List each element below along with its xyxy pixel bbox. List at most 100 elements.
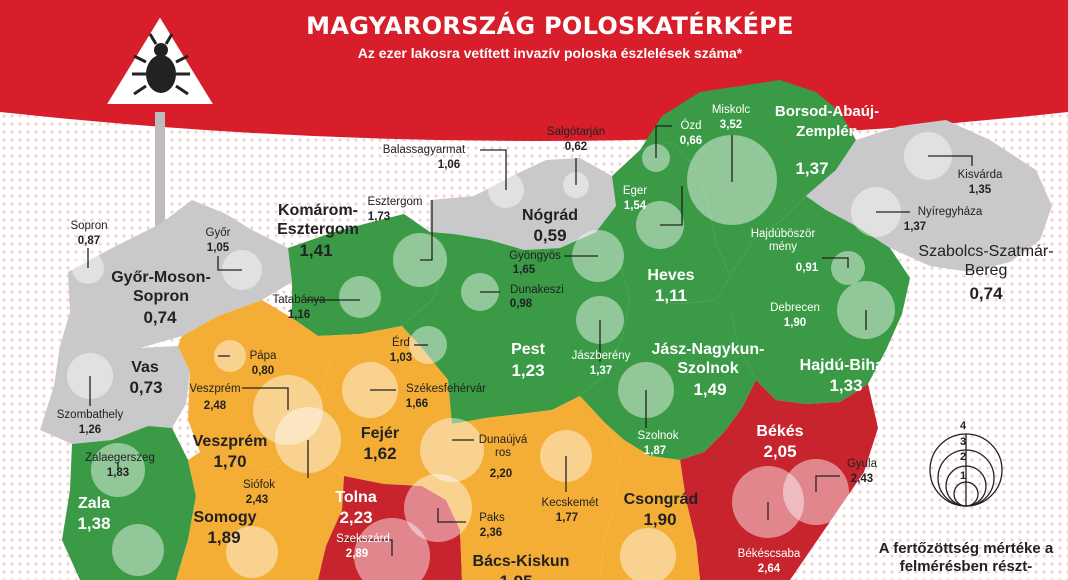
town-value-sopron: 0,87: [77, 235, 101, 247]
town-value-eger: 1,54: [623, 200, 647, 212]
county-heves: [596, 142, 730, 304]
town-name-hajduboszormeny: Hajdúböszörmény: [750, 228, 816, 253]
town-name-esztergom: Esztergom: [367, 196, 423, 208]
county-value-tolna: 2,23: [339, 508, 373, 527]
town-name-tatabanya: Tatabánya: [272, 294, 326, 306]
county-komarom-esztergom: [288, 214, 446, 336]
county-bekes: [680, 380, 878, 580]
county-name-pest: Pest: [511, 341, 545, 358]
bug-icon: [132, 33, 190, 96]
town-name-papa: Pápa: [249, 350, 277, 362]
county-name-nograd: Nógrád: [522, 207, 578, 224]
county-value-csongrad: 1,90: [643, 510, 677, 529]
county-name-jasz: Jász-Nagykun-Szolnok: [651, 341, 765, 377]
page-title: MAGYARORSZÁG POLOSKATÉRKÉPE: [306, 12, 794, 40]
county-veszprem: [178, 300, 330, 470]
legend-label-2: 2: [960, 451, 967, 463]
county-value-veszprem: 1,70: [213, 452, 247, 471]
town-value-jaszbereny: 1,37: [589, 365, 613, 377]
town-name-jaszbereny: Jászberény: [571, 350, 631, 362]
town-value-gyula: 2,43: [850, 473, 874, 485]
county-value-somogy: 1,89: [207, 528, 241, 547]
town-name-salgotarjan: Salgótarján: [546, 126, 606, 138]
town-name-kecskemet: Kecskemét: [541, 497, 599, 509]
county-name-szabolcs: Szabolcs-Szatmár-Bereg: [918, 243, 1054, 279]
county-value-bacs: 1,95: [486, 572, 546, 580]
town-value-paks: 2,36: [479, 527, 503, 539]
county-name-gyor: Győr-Moson-Sopron: [111, 269, 211, 305]
town-name-nyiregyhaza: Nyíregyháza: [917, 206, 983, 218]
circle-dunaujvaros: [420, 418, 484, 482]
town-value-miskolc: 3,52: [719, 119, 743, 131]
town-value-salgotarjan: 0,62: [564, 141, 588, 153]
town-value-szekesfehervar: 1,66: [405, 398, 429, 410]
legend-size-scale: [929, 433, 1003, 507]
town-value-gyongyos: 1,65: [512, 264, 536, 276]
town-value-bekescsaba: 2,64: [757, 563, 781, 575]
county-csongrad: [600, 424, 700, 580]
legend-note: A fertőzöttség mértéke a felmérésben rés…: [878, 540, 1054, 575]
county-name-somogy: Somogy: [193, 509, 257, 526]
county-jasz-nagykun-szolnok: [580, 276, 756, 460]
county-value-bekes: 2,05: [763, 442, 797, 461]
town-value-szolnok: 1,87: [643, 445, 667, 457]
town-name-gyula: Gyula: [846, 458, 878, 470]
county-value-jasz: 1,49: [693, 380, 727, 399]
county-name-csongrad: Csongrád: [623, 491, 699, 508]
county-name-borsod: Borsod-Abaúj-Zemplén: [774, 103, 880, 140]
town-name-miskolc: Miskolc: [711, 104, 751, 116]
county-name-tolna: Tolna: [335, 489, 377, 506]
county-name-bekes: Békés: [756, 423, 804, 440]
town-name-kisvarda: Kisvárda: [957, 169, 1003, 181]
county-shapes: [40, 80, 1052, 580]
county-value-fejer: 1,62: [363, 444, 397, 463]
page-subtitle: Az ezer lakosra vetített invazív poloska…: [357, 45, 743, 61]
town-value-esztergom: 1,73: [367, 211, 391, 223]
county-name-heves: Heves: [647, 267, 695, 284]
town-name-dunakeszi: Dunakeszi: [510, 284, 564, 296]
town-name-balassagyarmat: Balassagyarmat: [382, 144, 466, 156]
circle-tatabanya: [339, 276, 381, 318]
county-value-heves: 1,11: [654, 286, 688, 305]
county-somogy: [176, 452, 344, 580]
legend-label-1: 1: [960, 470, 967, 482]
town-name-szekszard: Szekszárd: [336, 533, 390, 545]
town-name-bekescsaba: Békéscsaba: [737, 548, 801, 560]
county-value-pest: 1,23: [511, 361, 545, 380]
town-value-dunaujvaros: 2,20: [489, 468, 513, 480]
town-value-gyor: 1,05: [206, 242, 230, 254]
town-name-erd: Érd: [392, 337, 410, 349]
county-name-veszprem: Veszprém: [192, 433, 268, 450]
town-name-ozd: Ózd: [680, 120, 702, 132]
town-name-zalaegerszeg: Zalaegerszeg: [85, 452, 155, 464]
legend-label-3: 3: [960, 436, 967, 448]
county-bacs-kiskun: [422, 396, 620, 580]
town-value-zalaegerszeg: 1,83: [106, 467, 130, 479]
county-name-fejer: Fejér: [360, 425, 400, 442]
county-name-bacs: Bács-Kiskun: [472, 553, 570, 570]
county-name-vas: Vas: [131, 359, 159, 376]
county-zala: [62, 426, 196, 580]
town-value-szekszard: 2,89: [345, 548, 369, 560]
county-name-hajdu: Hajdú-Bihar: [799, 357, 891, 374]
town-value-hajduboszormeny: 0,91: [795, 262, 819, 274]
circle-bacs-south: [620, 528, 676, 580]
county-szabolcs-szatmar-bereg: [806, 120, 1052, 272]
town-value-kisvarda: 1,35: [968, 184, 992, 196]
town-value-siofok: 2,43: [245, 494, 269, 506]
county-value-nograd: 0,59: [533, 226, 567, 245]
town-value-nyiregyhaza: 1,37: [903, 221, 927, 233]
town-name-szombathely: Szombathely: [56, 409, 124, 421]
town-value-dunakeszi: 0,98: [509, 298, 533, 310]
town-name-szekesfehervar: Székesfehérvár: [406, 383, 486, 395]
town-name-debrecen: Debrecen: [770, 302, 820, 314]
county-value-komarom: 1,41: [299, 241, 333, 260]
town-name-dunaujvaros: Dunaújváros: [478, 434, 528, 459]
county-borsod-abauj-zemplen: [640, 80, 856, 276]
county-value-szabolcs: 0,74: [969, 284, 1003, 303]
sign-post: [155, 100, 165, 300]
town-value-ozd: 0,66: [679, 135, 703, 147]
town-name-eger: Eger: [622, 185, 648, 197]
